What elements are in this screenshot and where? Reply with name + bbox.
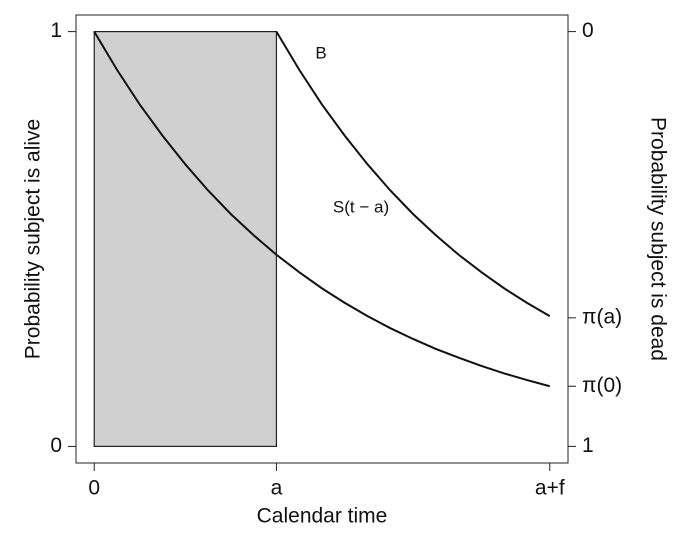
x-tick-label: a [271, 477, 283, 500]
shaded-region [93, 30, 278, 448]
y-tick-label: 1 [50, 19, 62, 42]
y2-axis-title: Probability subject is dead [646, 117, 669, 361]
x-axis-title: Calendar time [257, 505, 388, 528]
plot-frame [75, 14, 569, 464]
y-axis-title: Probability subject is alive [22, 119, 45, 359]
y2-tick-label: π(0) [582, 374, 622, 397]
y2-tick-label: π(a) [582, 305, 622, 328]
survival-curve [275, 31, 551, 318]
annotation: B [315, 43, 326, 62]
y-tick-label: 0 [50, 434, 62, 457]
y2-tick-label: 0 [582, 19, 594, 42]
y2-tick-label: 1 [582, 434, 594, 457]
x-tick-label: a+f [535, 477, 565, 500]
x-tick-label: 0 [88, 477, 100, 500]
curve-label: S(t − a) [333, 197, 389, 216]
survival-curve [93, 31, 551, 388]
